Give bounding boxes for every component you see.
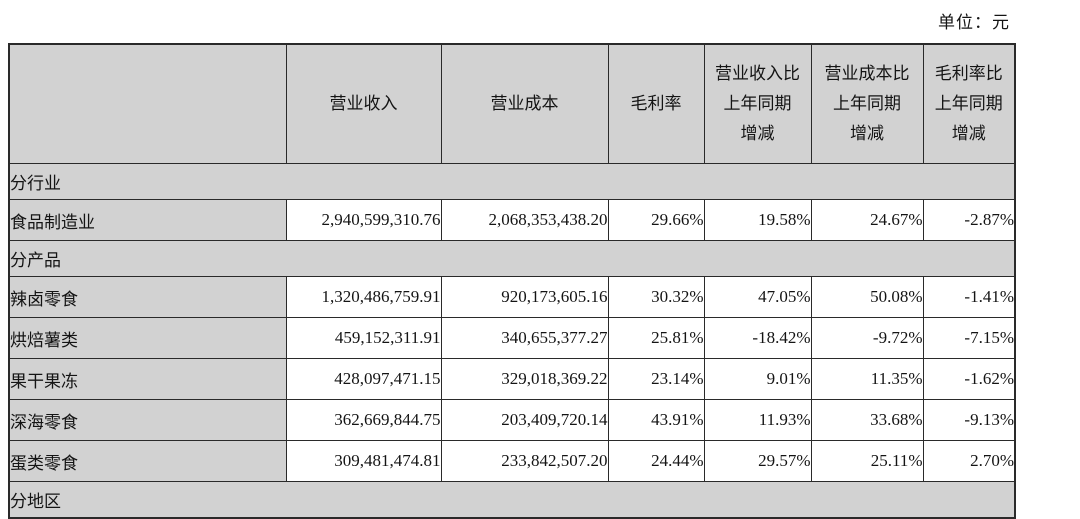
table-row: 辣卤零食 1,320,486,759.91 920,173,605.16 30.32%… <box>8 276 1016 318</box>
cell-cost: 203,409,720.14 <box>440 399 609 441</box>
cell-cost: 920,173,605.16 <box>440 276 609 318</box>
cell-revenue: 428,097,471.15 <box>285 358 442 400</box>
section-label: 分地区 <box>8 481 1016 519</box>
cell-margin: 43.91% <box>607 399 705 441</box>
table-row: 果干果冻 428,097,471.15 329,018,369.22 23.14% 9.… <box>8 358 1016 400</box>
cell-revenue_yoy: 11.93% <box>703 399 812 441</box>
cell-revenue_yoy: 47.05% <box>703 276 812 318</box>
cell-revenue: 1,320,486,759.91 <box>285 276 442 318</box>
cell-revenue: 459,152,311.91 <box>285 317 442 359</box>
cell-margin_yoy: -7.15% <box>922 317 1016 359</box>
cell-margin: 25.81% <box>607 317 705 359</box>
header-revenue-yoy: 营业收入比 上年同期 增减 <box>703 43 812 164</box>
table-row: 食品制造业 2,940,599,310.76 2,068,353,438.20 29.… <box>8 199 1016 241</box>
cell-cost_yoy: -9.72% <box>810 317 924 359</box>
cell-margin: 23.14% <box>607 358 705 400</box>
table-body: 分行业 食品制造业 2,940,599,310.76 2,068,353,438.20… <box>8 163 1016 519</box>
cell-margin_yoy: -2.87% <box>922 199 1016 241</box>
cell-revenue_yoy: 9.01% <box>703 358 812 400</box>
section-label: 分产品 <box>8 240 1016 277</box>
header-cost: 营业成本 <box>440 43 609 164</box>
cell-cost: 233,842,507.20 <box>440 440 609 482</box>
cell-cost_yoy: 11.35% <box>810 358 924 400</box>
cell-margin: 30.32% <box>607 276 705 318</box>
row-label: 深海零食 <box>8 399 287 441</box>
table-header: 营业收入 营业成本 毛利率 营业收入比 上年同期 增减 营业成本比 上年同期 增… <box>8 43 1016 164</box>
header-blank <box>8 43 287 164</box>
cell-margin_yoy: -1.41% <box>922 276 1016 318</box>
header-row: 营业收入 营业成本 毛利率 营业收入比 上年同期 增减 营业成本比 上年同期 增… <box>8 43 1016 164</box>
row-label: 蛋类零食 <box>8 440 287 482</box>
cell-revenue: 2,940,599,310.76 <box>285 199 442 241</box>
table-row: 烘焙薯类 459,152,311.91 340,655,377.27 25.81% -1… <box>8 317 1016 359</box>
table-row: 蛋类零食 309,481,474.81 233,842,507.20 24.44% 29… <box>8 440 1016 482</box>
cell-margin_yoy: -1.62% <box>922 358 1016 400</box>
cell-revenue: 309,481,474.81 <box>285 440 442 482</box>
cell-revenue_yoy: -18.42% <box>703 317 812 359</box>
section-row: 分行业 <box>8 163 1016 200</box>
header-gross-margin: 毛利率 <box>607 43 705 164</box>
cell-cost: 2,068,353,438.20 <box>440 199 609 241</box>
financial-breakdown-table: 营业收入 营业成本 毛利率 营业收入比 上年同期 增减 营业成本比 上年同期 增… <box>8 43 1016 519</box>
cell-margin_yoy: 2.70% <box>922 440 1016 482</box>
row-label: 食品制造业 <box>8 199 287 241</box>
cell-revenue: 362,669,844.75 <box>285 399 442 441</box>
header-cost-yoy: 营业成本比 上年同期 增减 <box>810 43 924 164</box>
row-label: 果干果冻 <box>8 358 287 400</box>
cell-margin: 24.44% <box>607 440 705 482</box>
section-row: 分产品 <box>8 240 1016 277</box>
cell-cost_yoy: 25.11% <box>810 440 924 482</box>
row-label: 烘焙薯类 <box>8 317 287 359</box>
cell-cost: 329,018,369.22 <box>440 358 609 400</box>
table-row: 深海零食 362,669,844.75 203,409,720.14 43.91% 11… <box>8 399 1016 441</box>
cell-revenue_yoy: 19.58% <box>703 199 812 241</box>
section-label: 分行业 <box>8 163 1016 200</box>
unit-label: 单位：元 <box>938 13 1010 32</box>
cell-cost_yoy: 24.67% <box>810 199 924 241</box>
header-revenue: 营业收入 <box>285 43 442 164</box>
cell-margin_yoy: -9.13% <box>922 399 1016 441</box>
section-row: 分地区 <box>8 481 1016 519</box>
header-margin-yoy: 毛利率比 上年同期 增减 <box>922 43 1016 164</box>
cell-cost_yoy: 50.08% <box>810 276 924 318</box>
cell-cost_yoy: 33.68% <box>810 399 924 441</box>
cell-cost: 340,655,377.27 <box>440 317 609 359</box>
cell-margin: 29.66% <box>607 199 705 241</box>
cell-revenue_yoy: 29.57% <box>703 440 812 482</box>
row-label: 辣卤零食 <box>8 276 287 318</box>
